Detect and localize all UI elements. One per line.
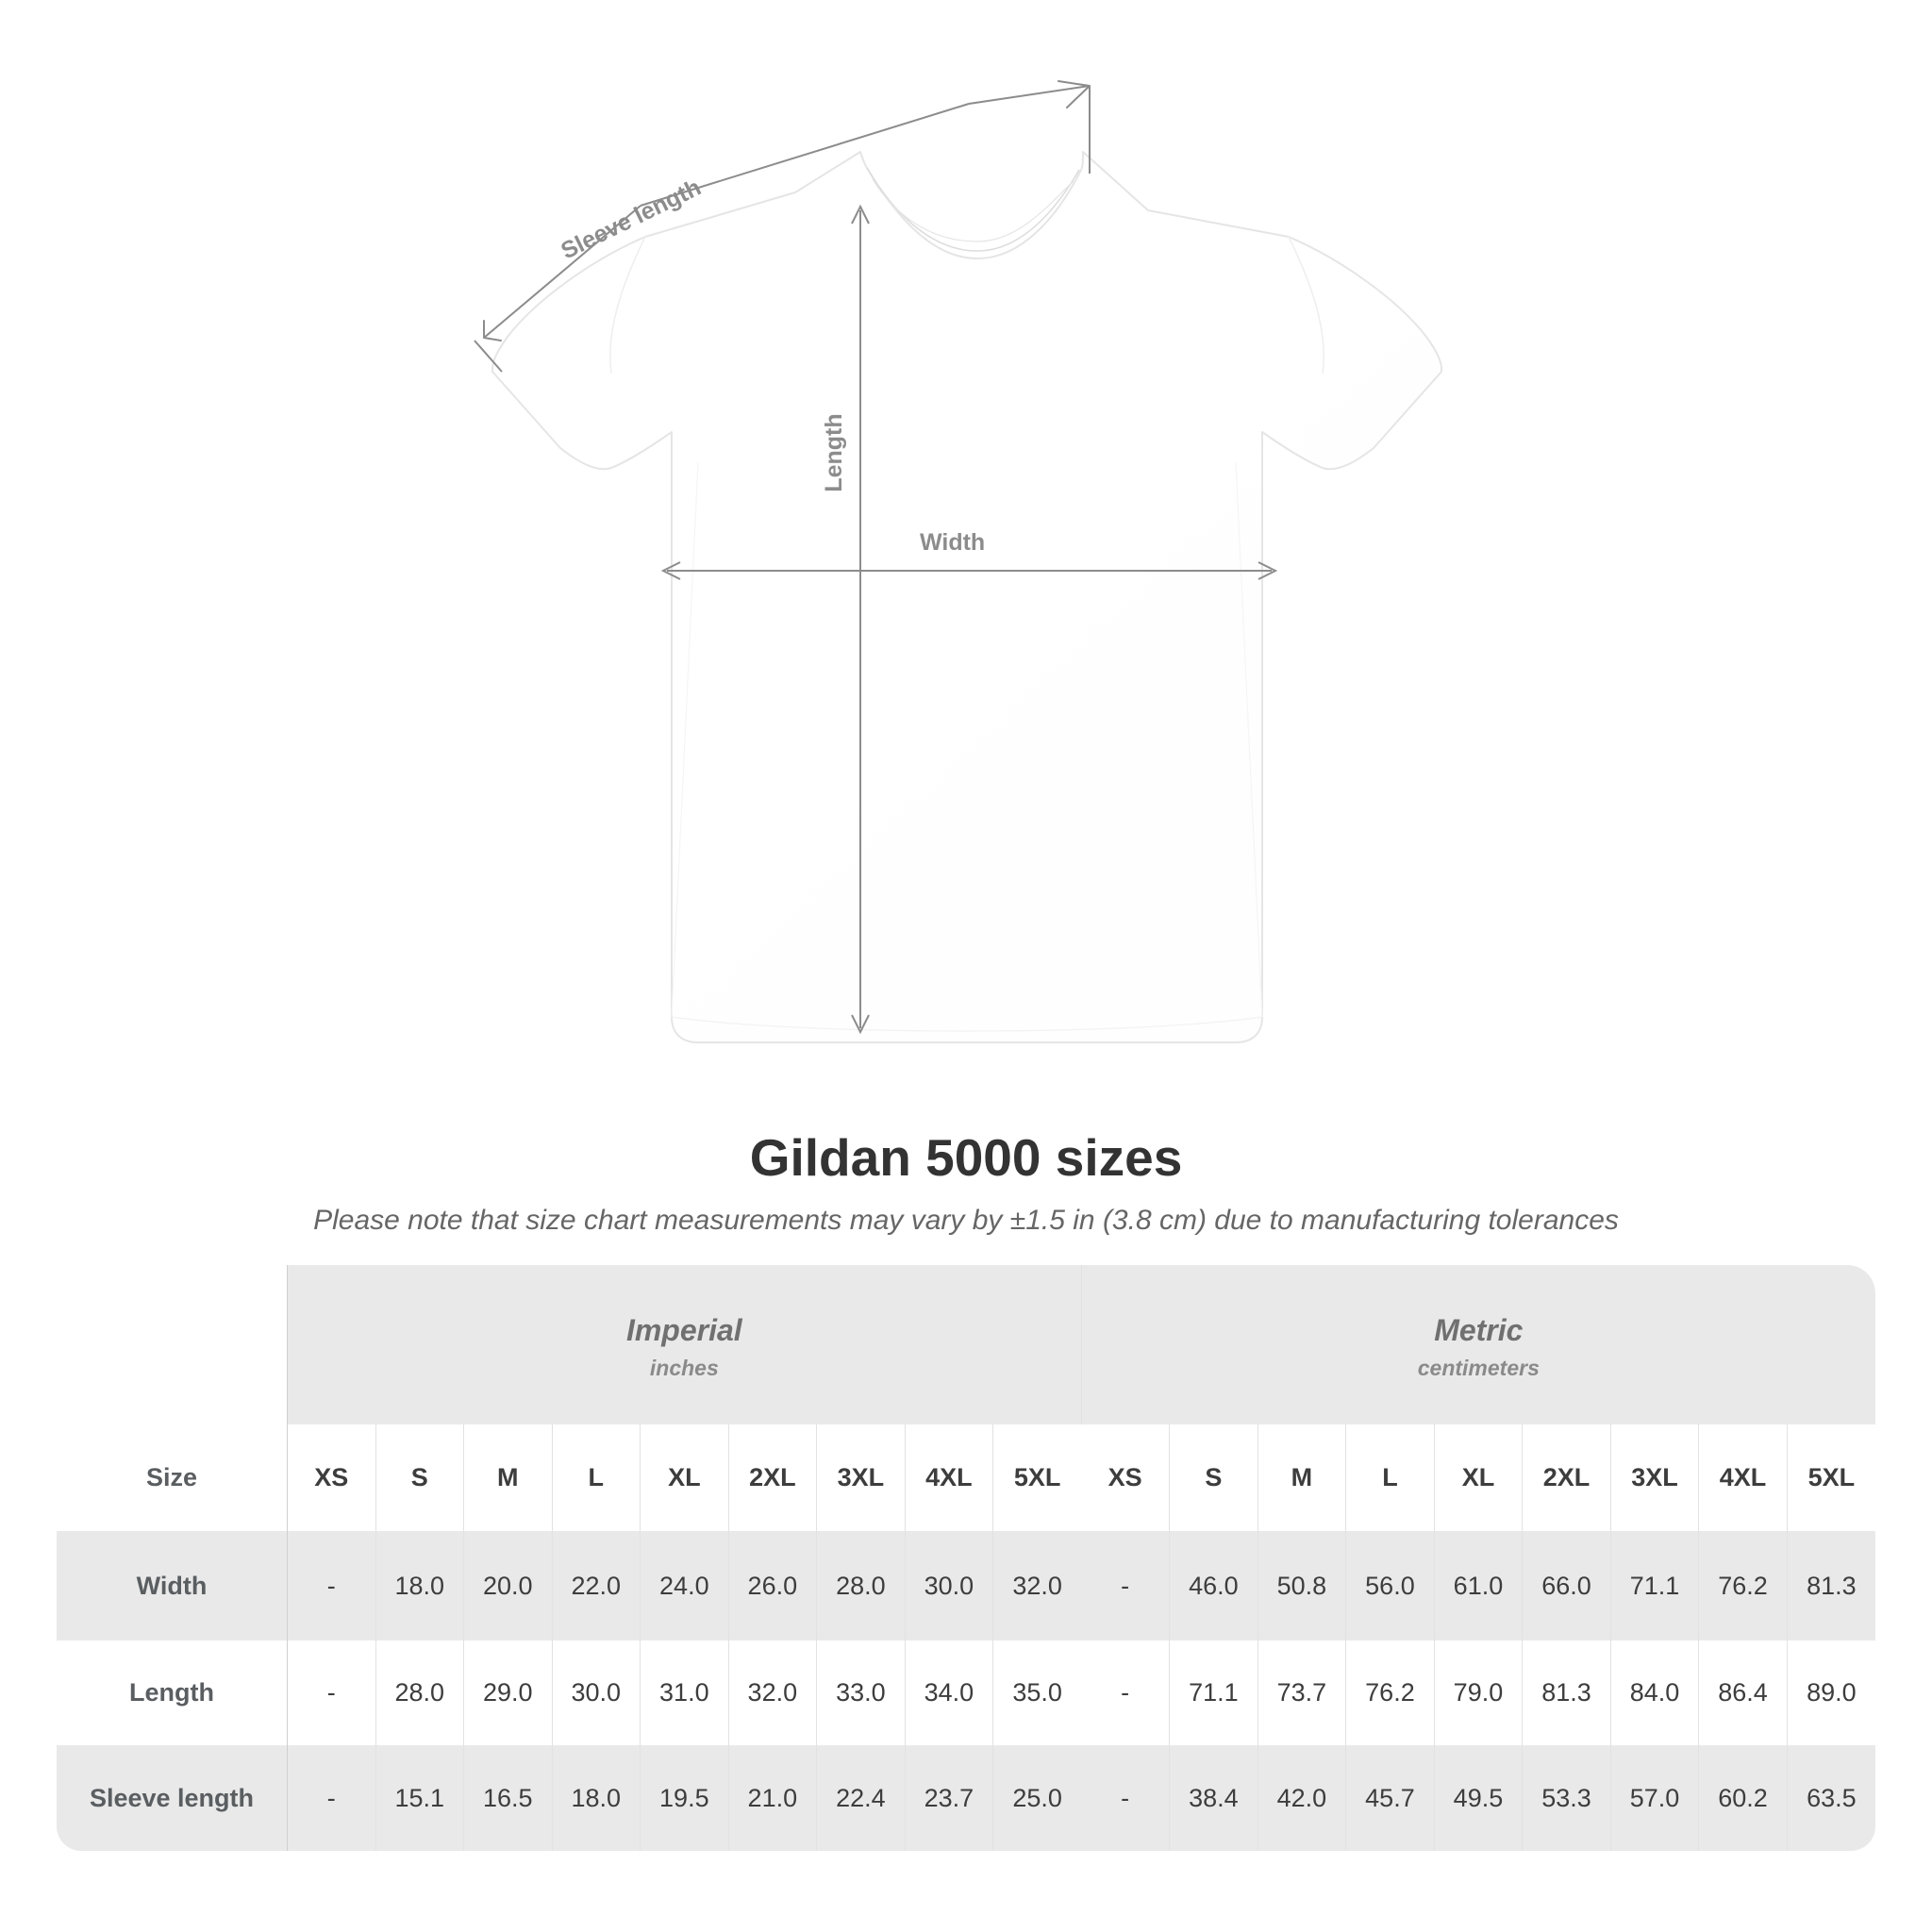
svg-text:Length: Length [821, 413, 847, 491]
svg-text:Width: Width [920, 529, 985, 556]
